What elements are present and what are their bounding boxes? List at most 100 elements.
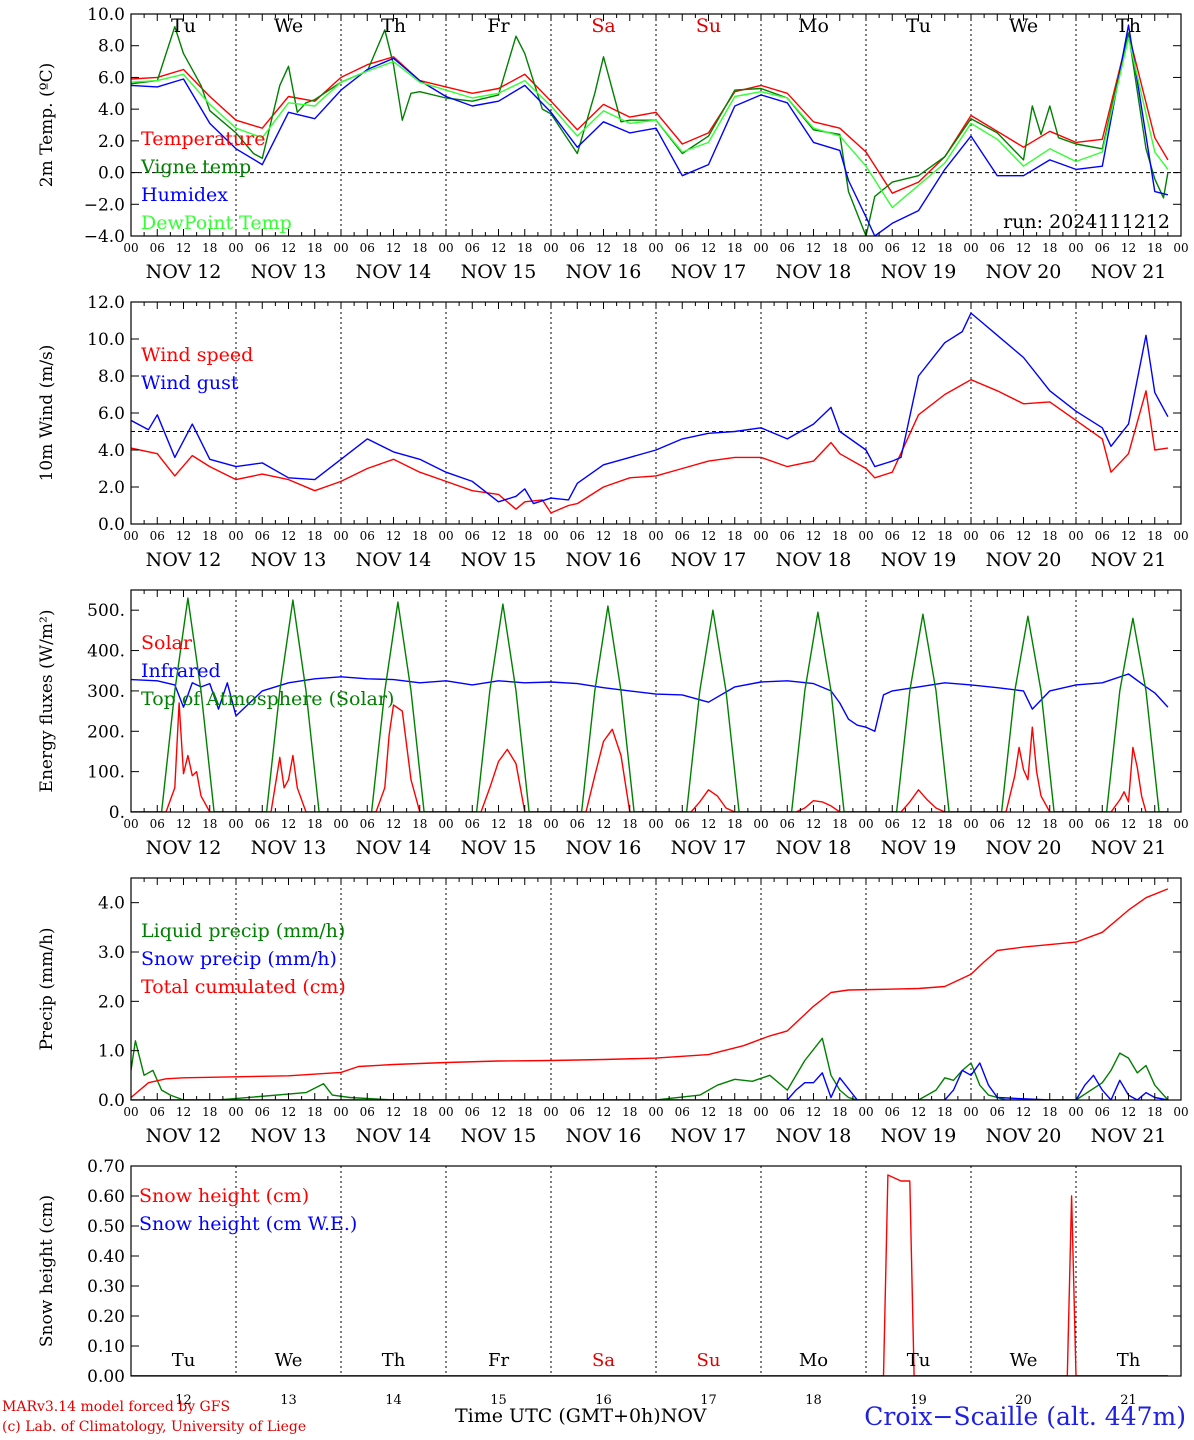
hour-tick-label: 12 [701, 817, 716, 831]
hour-tick-label: 00 [123, 241, 138, 255]
hour-tick-label: 00 [543, 817, 558, 831]
hour-tick-label: 06 [675, 241, 690, 255]
hour-tick-label: 06 [885, 1105, 900, 1119]
hour-tick-label: 12 [911, 817, 926, 831]
date-label: NOV 18 [776, 549, 852, 571]
day-number-label: 12 [175, 1393, 192, 1408]
y-axis-label: 10m Wind (m/s) [37, 345, 57, 482]
hour-tick-label: 06 [885, 241, 900, 255]
hour-tick-label: 00 [333, 529, 348, 543]
y-tick-label: 0. [109, 803, 125, 823]
hour-tick-label: 00 [1173, 241, 1188, 255]
y-tick-label: 300. [87, 682, 125, 702]
hour-tick-label: 00 [858, 241, 873, 255]
date-label: NOV 13 [251, 549, 327, 571]
hour-tick-label: 18 [1042, 1105, 1057, 1119]
y-tick-label: 0.20 [87, 1307, 125, 1327]
hour-tick-label: 00 [648, 817, 663, 831]
hour-tick-label: 06 [675, 529, 690, 543]
weekday-label: Th [1117, 1350, 1141, 1371]
y-tick-label: 100. [87, 763, 125, 783]
date-label: NOV 19 [881, 837, 957, 859]
hour-tick-label: 12 [1121, 241, 1136, 255]
hour-tick-label: 06 [570, 241, 585, 255]
y-tick-label: 2.0 [98, 992, 125, 1012]
hour-tick-label: 00 [1173, 817, 1188, 831]
hour-tick-label: 06 [255, 241, 270, 255]
hour-tick-label: 06 [255, 1105, 270, 1119]
hour-tick-label: 00 [648, 1105, 663, 1119]
date-label: NOV 15 [461, 549, 537, 571]
hour-tick-label: 06 [255, 817, 270, 831]
hour-tick-label: 06 [990, 241, 1005, 255]
weekday-label: Sa [592, 1350, 615, 1371]
hour-tick-label: 00 [333, 817, 348, 831]
date-label: NOV 17 [671, 261, 747, 283]
y-tick-label: 0.30 [87, 1277, 125, 1297]
hour-tick-label: 12 [491, 529, 506, 543]
hour-tick-label: 00 [963, 529, 978, 543]
weekday-label: We [275, 1350, 303, 1371]
day-number-label: 19 [910, 1393, 927, 1408]
hour-tick-label: 00 [963, 241, 978, 255]
hour-tick-label: 00 [963, 1105, 978, 1119]
date-label: NOV 16 [566, 837, 642, 859]
hour-tick-label: 12 [806, 817, 821, 831]
hour-tick-label: 00 [123, 817, 138, 831]
hour-tick-label: 06 [780, 529, 795, 543]
y-tick-label: 4.0 [98, 894, 125, 914]
hour-tick-label: 06 [150, 529, 165, 543]
day-number-label: 15 [490, 1393, 507, 1408]
hour-tick-label: 12 [386, 817, 401, 831]
hour-tick-label: 18 [727, 817, 742, 831]
y-tick-label: 0.0 [98, 1091, 125, 1111]
y-tick-label: 0.60 [87, 1187, 125, 1207]
y-axis-label: Snow height (cm) [37, 1195, 57, 1347]
hour-tick-label: 06 [675, 1105, 690, 1119]
hour-tick-label: 12 [281, 817, 296, 831]
hour-tick-label: 00 [1068, 1105, 1083, 1119]
day-number-label: 20 [1015, 1393, 1032, 1408]
date-label: NOV 12 [146, 1125, 222, 1147]
date-label: NOV 16 [566, 1125, 642, 1147]
hour-tick-label: 12 [806, 1105, 821, 1119]
hour-tick-label: 00 [438, 1105, 453, 1119]
legend-entry: Total cumulated (cm) [141, 976, 346, 998]
day-number-label: 18 [805, 1393, 822, 1408]
hour-tick-label: 18 [202, 1105, 217, 1119]
hour-tick-label: 18 [517, 1105, 532, 1119]
panel-1: 00 06 12 18 00 06 12 18 00 06 12 18 00 06 12 18 00 06 12 18… [37, 5, 1189, 283]
y-tick-label: 0.0 [98, 515, 125, 535]
hour-tick-label: 00 [228, 529, 243, 543]
hour-tick-label: 12 [176, 529, 191, 543]
hour-tick-label: 12 [596, 241, 611, 255]
y-tick-label: 0.00 [87, 1367, 125, 1387]
weekday-label: Tu [907, 1350, 931, 1371]
date-label: NOV 15 [461, 261, 537, 283]
hour-tick-label: 00 [333, 1105, 348, 1119]
hour-tick-label: 00 [858, 817, 873, 831]
hour-tick-label: 06 [780, 817, 795, 831]
hour-tick-label: 12 [281, 241, 296, 255]
legend-entry: Vigne temp [140, 156, 251, 178]
date-label: NOV 12 [146, 837, 222, 859]
hour-tick-label: 00 [228, 1105, 243, 1119]
hour-tick-label: 06 [990, 817, 1005, 831]
day-number-label: 13 [280, 1393, 297, 1408]
weekday-label: Tu [906, 15, 931, 37]
date-label: NOV 20 [986, 549, 1062, 571]
hour-tick-label: 06 [780, 241, 795, 255]
weekday-label: Sa [591, 15, 615, 37]
hour-tick-label: 18 [622, 241, 637, 255]
x-axis-title: Time UTC (GMT+0h)NOV [455, 1405, 706, 1427]
date-label: NOV 12 [146, 549, 222, 571]
hour-tick-label: 00 [333, 241, 348, 255]
hour-tick-label: 06 [1095, 817, 1110, 831]
weekday-label: Tu [172, 1350, 196, 1371]
date-label: NOV 21 [1091, 261, 1167, 283]
x-axis-month: NOV [660, 1405, 707, 1427]
date-label: NOV 12 [146, 261, 222, 283]
weekday-label: Fr [488, 1350, 509, 1371]
hour-tick-label: 06 [360, 817, 375, 831]
hour-tick-label: 06 [150, 817, 165, 831]
